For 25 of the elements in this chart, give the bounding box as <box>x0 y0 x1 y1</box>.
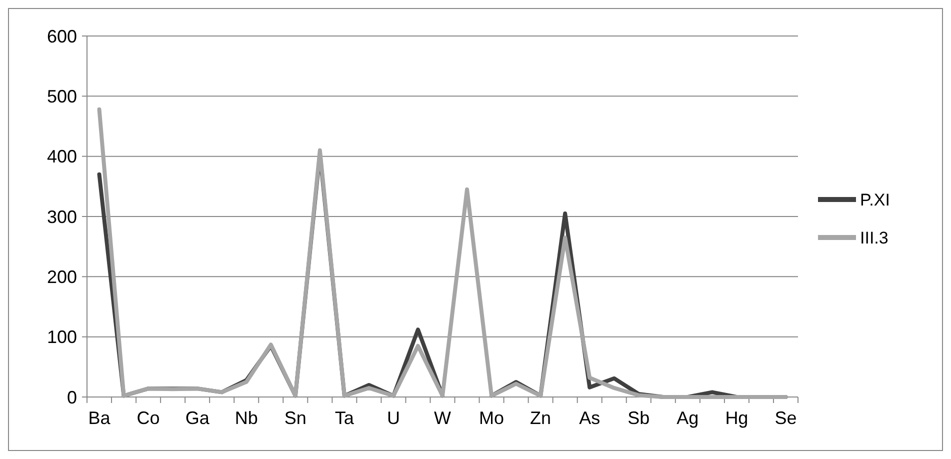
x-tick-label: Sn <box>284 408 306 428</box>
line-series <box>97 107 788 399</box>
y-tick-label: 300 <box>46 206 77 227</box>
y-tick-label: 600 <box>46 26 77 46</box>
x-tick-label: Ga <box>185 408 210 428</box>
legend-label: III.3 <box>860 228 888 248</box>
legend-label: P.XI <box>860 190 890 210</box>
x-tick-label: Ag <box>676 408 699 428</box>
x-tick-label: Sb <box>628 408 650 428</box>
x-tick-label: Ta <box>334 408 355 428</box>
x-tick-label: U <box>386 408 400 428</box>
x-tick-label: W <box>434 408 451 428</box>
x-tick-label: Nb <box>234 408 258 428</box>
y-tick-label: 100 <box>46 327 77 348</box>
y-tick-label: 0 <box>66 387 77 408</box>
x-tick-label: Co <box>136 408 160 428</box>
x-tick-label: Hg <box>725 408 748 428</box>
y-tick-label: 400 <box>46 146 77 167</box>
x-tick-label: Se <box>774 408 797 428</box>
x-tick-label: Mo <box>479 408 504 428</box>
y-tick-label: 500 <box>46 86 77 106</box>
x-tick-label: Zn <box>530 408 552 428</box>
x-tick-label: Ba <box>88 408 112 428</box>
y-tick-label: 200 <box>46 266 77 287</box>
x-tick-label: As <box>579 408 600 428</box>
